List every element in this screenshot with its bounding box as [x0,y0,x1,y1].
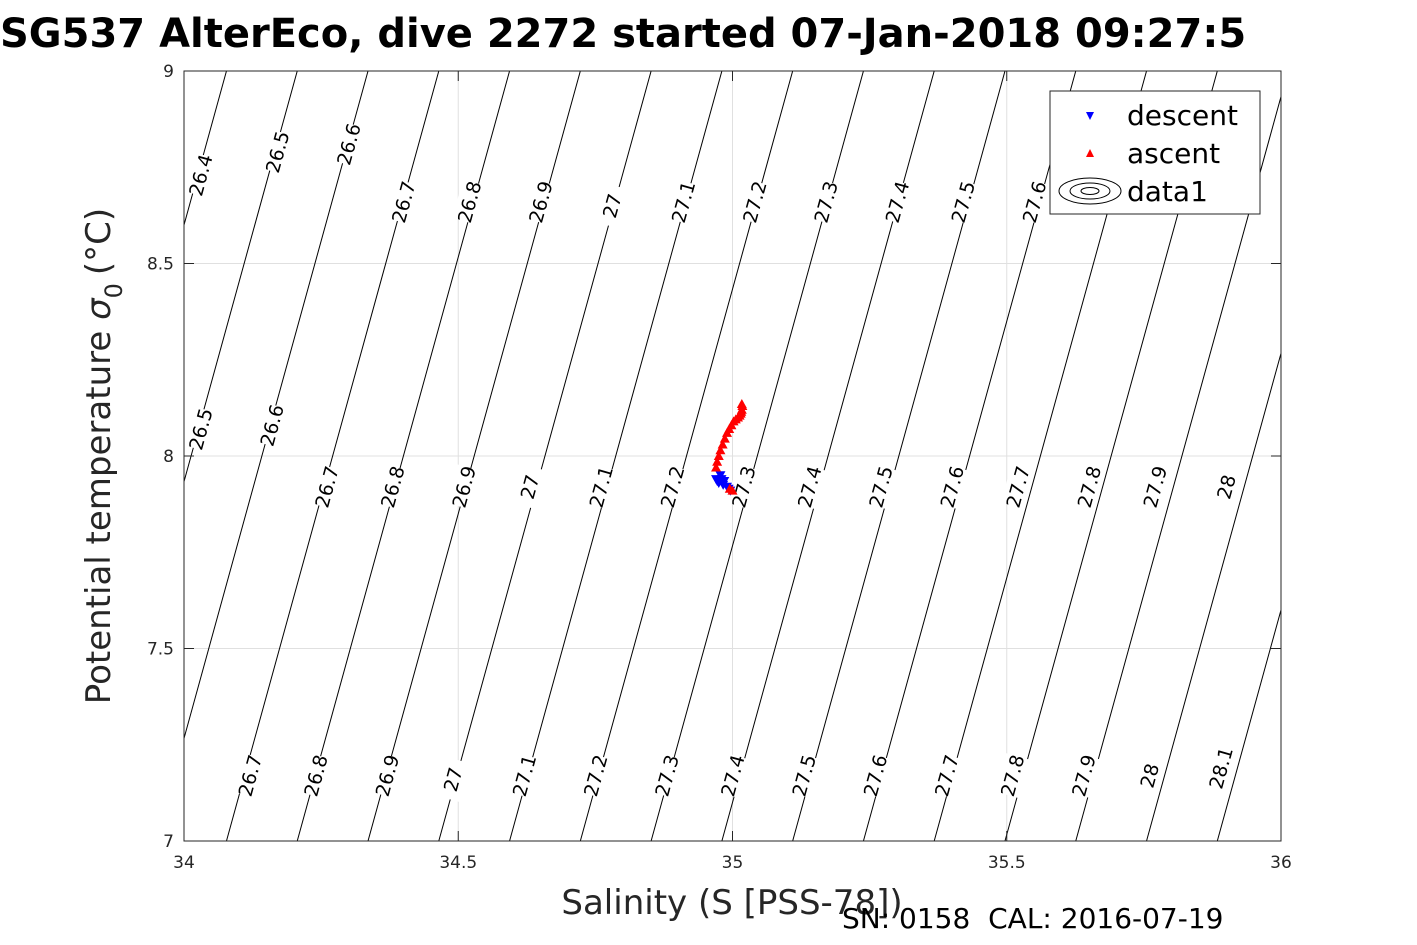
y-axis-label-unit: (°C) [79,208,119,275]
descent-point [719,477,730,487]
isopycnal-line [1146,351,1281,841]
contour-label-bg [183,152,218,198]
contour-label-bg [863,464,898,510]
legend-label-ascent: ascent [1127,137,1220,170]
isopycnal-line [1216,608,1281,841]
legend-marker-data1 [1058,177,1122,205]
contour-label-bg [649,753,684,799]
contour-label-bg [232,753,267,799]
isopycnal-line [184,71,227,227]
contour-label-bg [786,753,821,799]
y-tick-label: 8 [163,447,174,467]
contour-label-bg [1000,464,1035,510]
legend-label-data1: data1 [1127,175,1208,208]
isopycnal-line [0,71,14,841]
y-axis-label: Potential temperature σ0 (°C) [79,208,128,704]
x-axis-label: Salinity (S [PSS-78]) [561,883,902,923]
contour-label-bg [183,406,218,452]
y-tick-label: 7.5 [147,640,174,660]
contour-label-bg [808,179,843,225]
x-axis-ticks: 34 34.5 35 35.5 36 [173,71,1292,873]
contour-label-bg [583,464,618,510]
ascent-point [719,433,730,443]
x-tick-label: 34 [173,853,195,873]
legend-marker-descent [1086,112,1094,120]
contour-label-bg [1066,753,1101,799]
isopycnal-line [0,71,156,841]
contour-label-bg [715,753,750,799]
contour-label-bg [298,753,333,799]
x-tick-label: 35 [722,853,744,873]
contour-label-bg [507,753,541,799]
contour-label-bg [523,179,558,225]
footer-serial-calibration: SN: 0158 CAL: 2016-07-19 [842,902,1223,935]
legend-label-descent: descent [1127,99,1238,132]
contour-label-bg [1072,464,1106,510]
contour-label-bg [726,464,761,510]
y-axis-ticks: 7 7.5 8 8.5 9 [147,62,1281,852]
isopycnal-line [1359,71,1417,841]
contour-label-bg [945,179,980,225]
ascent-point [724,483,735,493]
ascent-point [715,445,726,455]
y-tick-label: 8.5 [147,255,174,275]
contour-label-bg [260,129,295,175]
contour-label-bg [1209,464,1244,510]
x-tick-label: 36 [1270,853,1292,873]
contour-label-bg [880,179,914,225]
contour-label-bg [375,464,410,510]
contour-label-bg [792,464,827,510]
ascent-point [711,462,722,472]
contour-label-bg [452,179,487,225]
y-tick-label: 7 [163,832,174,852]
y-axis-label-text: Potential temperature [79,331,119,704]
contour-label-bg [331,121,366,167]
chart-title: SG537 AlterEco, dive 2272 started 07-Jan… [0,11,1246,57]
isopycnal-line [184,71,369,741]
contour-label-bg [655,464,690,510]
x-tick-label: 35.5 [988,853,1026,873]
contour-label-bg [858,753,892,799]
contour-label-bg [929,753,964,799]
y-tick-label: 9 [163,62,174,82]
legend: descent ascent data1 [1049,90,1261,215]
contour-label-bg [935,464,969,510]
ascent-point [713,451,724,460]
isopycnal-line [0,71,85,841]
contour-label-bg [370,753,404,799]
contour-label-bg [737,179,772,225]
contour-label-bg [1137,464,1172,510]
contour-label-bg [446,464,481,510]
contour-label-bg [1203,745,1238,791]
contour-label-bg [1132,753,1167,799]
data-series [711,399,748,496]
contour-label-bg [578,753,613,799]
contour-label-bg [386,179,421,225]
contour-label-bg [435,756,470,802]
y-axis-label-subscript: 0 [100,283,128,298]
contour-label-bg [512,464,547,510]
contour-label-bg [254,402,289,448]
ascent-point [712,456,723,466]
x-tick-label: 34.5 [439,853,477,873]
ascent-point [717,439,728,449]
contour-label-bg [594,183,629,229]
y-axis-label-symbol: σ [79,297,119,320]
contour-label-bg [995,753,1030,799]
isopycnal-line [1288,71,1417,841]
ascent-point [736,399,747,409]
contour-label-bg [666,179,701,225]
legend-marker-ascent [1086,149,1094,157]
contour-label-bg [309,464,344,510]
contour-label-bg [1017,179,1052,225]
